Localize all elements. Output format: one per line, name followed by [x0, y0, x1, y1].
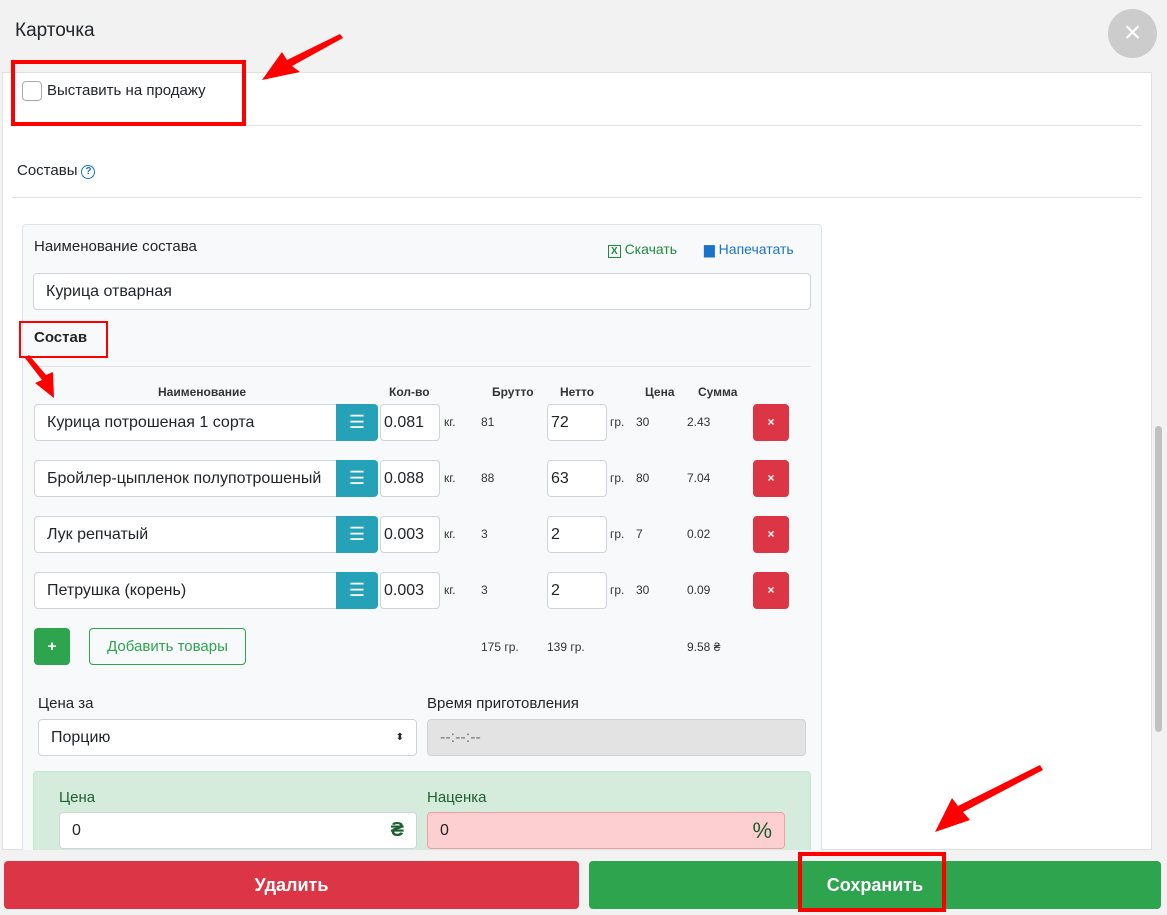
- cook-time-input[interactable]: --:--:--: [427, 719, 806, 756]
- ingredient-list-button[interactable]: ☰: [336, 404, 378, 441]
- list-icon: ☰: [348, 412, 366, 432]
- add-row-button[interactable]: +: [34, 628, 70, 665]
- col-brutto: Брутто: [492, 385, 534, 399]
- ingredient-name-input[interactable]: Петрушка (корень): [34, 572, 337, 609]
- hryvnia-icon: ₴: [390, 819, 404, 841]
- delete-row-button[interactable]: ×: [753, 516, 789, 553]
- qty-unit: кг.: [444, 527, 456, 541]
- markup-input[interactable]: 0%: [427, 812, 785, 849]
- netto-unit: гр.: [610, 527, 625, 541]
- col-price: Цена: [645, 385, 675, 399]
- annotation-box: [798, 852, 946, 912]
- ingredient-name-input[interactable]: Курица потрошеная 1 сорта: [34, 404, 337, 441]
- delete-row-button[interactable]: ×: [753, 404, 789, 441]
- ingredient-list-button[interactable]: ☰: [336, 460, 378, 497]
- netto-input[interactable]: 63: [547, 460, 607, 497]
- sum-value: 0.09: [687, 583, 711, 597]
- sum-value: 7.04: [687, 471, 711, 485]
- col-name: Наименование: [158, 385, 247, 399]
- divider: [33, 366, 811, 367]
- price-value: 30: [636, 583, 650, 597]
- sum-value: 2.43: [687, 415, 711, 429]
- delete-row-button[interactable]: ×: [753, 460, 789, 497]
- print-link[interactable]: ▆ Напечатать: [704, 241, 794, 258]
- netto-input[interactable]: 72: [547, 404, 607, 441]
- qty-input[interactable]: 0.003: [380, 516, 440, 553]
- price-value: 30: [636, 415, 650, 429]
- annotation-box: [19, 321, 108, 358]
- percent-icon: %: [752, 817, 772, 843]
- price-value: 80: [636, 471, 650, 485]
- help-icon[interactable]: ?: [81, 165, 96, 179]
- brutto-value: 81: [481, 415, 495, 429]
- close-icon: ×: [1123, 16, 1142, 49]
- price-for-value: Порцию: [51, 728, 111, 746]
- price-for-select[interactable]: Порцию ⬍: [38, 719, 417, 756]
- brutto-value: 3: [481, 583, 488, 597]
- print-label: Напечатать: [718, 241, 794, 257]
- netto-input[interactable]: 2: [547, 516, 607, 553]
- markup-value: 0: [440, 821, 449, 839]
- netto-input[interactable]: 2: [547, 572, 607, 609]
- qty-input[interactable]: 0.088: [380, 460, 440, 497]
- qty-input[interactable]: 0.003: [380, 572, 440, 609]
- markup-label: Наценка: [427, 789, 487, 806]
- composition-name-input[interactable]: Курица отварная: [33, 273, 811, 310]
- ingredient-list-button[interactable]: ☰: [336, 572, 378, 609]
- list-icon: ☰: [348, 524, 366, 544]
- total-brutto: 175 гр.: [481, 640, 519, 654]
- col-sum: Сумма: [698, 385, 738, 399]
- download-label: Скачать: [624, 241, 678, 257]
- save-button[interactable]: Сохранить: [589, 861, 1161, 909]
- price-value: 7: [636, 527, 643, 541]
- qty-unit: кг.: [444, 471, 456, 485]
- ingredient-list-button[interactable]: ☰: [336, 516, 378, 553]
- composition-name-label: Наименование состава: [34, 238, 197, 255]
- delete-button[interactable]: Удалить: [4, 861, 579, 909]
- qty-input[interactable]: 0.081: [380, 404, 440, 441]
- annotation-arrow: [262, 34, 343, 80]
- netto-unit: гр.: [610, 583, 625, 597]
- sum-value: 0.02: [687, 527, 711, 541]
- price-input[interactable]: 0 ₴: [59, 812, 417, 849]
- annotation-box: [11, 60, 246, 126]
- brutto-value: 88: [481, 471, 495, 485]
- price-label: Цена: [59, 789, 96, 806]
- ingredient-name-input[interactable]: Бройлер-цыпленок полупотрошеный: [34, 460, 337, 497]
- download-link[interactable]: X Скачать: [608, 241, 678, 258]
- list-icon: ☰: [348, 580, 366, 600]
- brutto-value: 3: [481, 527, 488, 541]
- add-goods-button[interactable]: Добавить товары: [89, 628, 246, 665]
- netto-unit: гр.: [610, 415, 625, 429]
- excel-icon: X: [608, 245, 621, 258]
- printer-icon: ▆: [704, 241, 715, 257]
- total-netto: 139 гр.: [547, 640, 585, 654]
- price-value: 0: [72, 821, 81, 839]
- annotation-arrow: [935, 765, 1043, 832]
- ingredient-name-input[interactable]: Лук репчатый: [34, 516, 337, 553]
- close-button[interactable]: ×: [1108, 9, 1157, 58]
- window-title: Карточка: [15, 20, 95, 41]
- price-for-label: Цена за: [38, 695, 94, 712]
- divider: [12, 197, 1142, 198]
- list-icon: ☰: [348, 468, 366, 488]
- divider: [12, 125, 1142, 126]
- col-netto: Нетто: [560, 385, 595, 399]
- cook-time-label: Время приготовления: [427, 695, 579, 712]
- qty-unit: кг.: [444, 583, 456, 597]
- sale-checkbox-label[interactable]: Выставить на продажу: [47, 82, 206, 99]
- delete-row-button[interactable]: ×: [753, 572, 789, 609]
- qty-unit: кг.: [444, 415, 456, 429]
- composition-section-title: Состав: [34, 329, 88, 346]
- compositions-heading: Составы?: [17, 162, 96, 179]
- total-sum: 9.58 ₴: [687, 640, 721, 654]
- annotation-arrow: [25, 355, 54, 398]
- col-qty: Кол-во: [389, 385, 430, 399]
- compositions-label: Составы: [17, 162, 78, 179]
- sale-checkbox[interactable]: [22, 81, 42, 101]
- netto-unit: гр.: [610, 471, 625, 485]
- scrollbar[interactable]: [1155, 426, 1162, 732]
- select-arrows-icon: ⬍: [395, 732, 404, 743]
